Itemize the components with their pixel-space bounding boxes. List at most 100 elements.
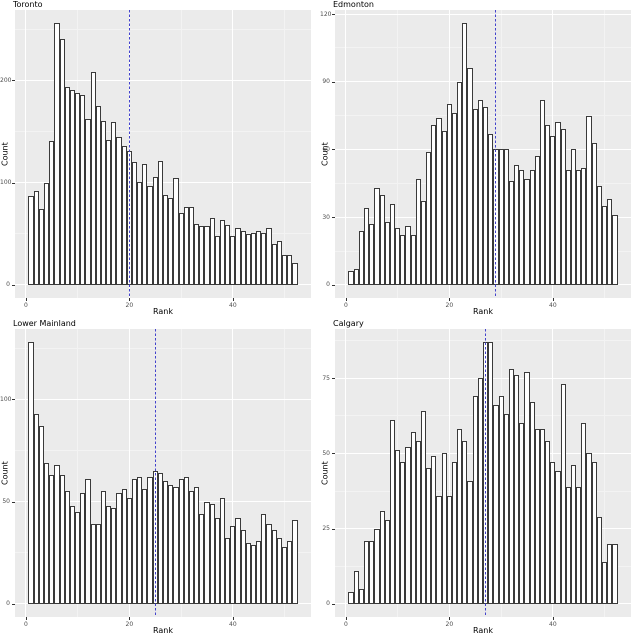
histogram-bar	[131, 479, 138, 604]
histogram-bar	[457, 81, 463, 285]
y-axis-tick-mark	[12, 182, 15, 184]
histogram-bar	[245, 233, 251, 285]
histogram-bar	[106, 139, 112, 285]
histogram-bar	[292, 520, 298, 604]
histogram-bar	[230, 235, 236, 285]
y-axis-tick-label: 60	[322, 145, 330, 153]
gridline-minor-y	[15, 131, 311, 132]
y-axis-tick-mark	[332, 149, 335, 151]
panel-title: Toronto	[13, 0, 43, 9]
histogram-bar	[607, 199, 613, 285]
histogram-bar	[446, 495, 452, 604]
gridline-major-y	[335, 81, 631, 83]
y-axis-tick-mark	[12, 399, 15, 401]
histogram-bar	[178, 479, 184, 604]
plot-area	[15, 10, 311, 298]
x-axis-tick-mark	[232, 617, 234, 620]
histogram-bar	[100, 491, 107, 604]
histogram-bar	[508, 369, 515, 604]
y-axis-title: Count	[320, 461, 330, 485]
histogram-bar	[493, 405, 499, 604]
gridline-major-x	[232, 10, 234, 298]
histogram-bar	[503, 149, 509, 285]
histogram-bar	[348, 271, 354, 285]
x-axis-title: Rank	[153, 307, 173, 316]
x-axis-tick-mark	[552, 298, 554, 301]
histogram-bar	[54, 23, 60, 285]
histogram-bar	[431, 456, 437, 604]
histogram-bar	[358, 230, 364, 285]
gridline-minor-x	[180, 329, 182, 617]
y-axis-tick-mark	[12, 501, 15, 503]
gridline-minor-x	[180, 10, 182, 298]
histogram-bar	[64, 86, 70, 285]
histogram-bar	[534, 156, 540, 285]
panel-title: Calgary	[333, 319, 364, 328]
y-axis-tick-label: 0	[326, 281, 330, 289]
histogram-bar	[436, 495, 442, 604]
reference-vline	[154, 329, 156, 617]
histogram-bar	[214, 518, 220, 604]
y-axis-tick-label: 0	[6, 600, 10, 608]
histogram-bar	[576, 486, 582, 604]
x-axis-tick-mark	[232, 298, 234, 301]
y-axis-title: Count	[0, 461, 10, 485]
histogram-bar	[560, 384, 566, 604]
histogram-bar	[389, 203, 396, 285]
histogram-bar	[33, 190, 39, 285]
panel-title: Lower Mainland	[13, 319, 76, 328]
y-axis-title: Count	[320, 142, 330, 166]
histogram-bar	[116, 493, 122, 604]
x-axis-tick-mark	[25, 298, 27, 301]
gridline-minor-y	[15, 450, 311, 451]
histogram-bar	[483, 106, 489, 285]
histogram-bar	[426, 151, 432, 285]
histogram-bar	[405, 226, 411, 285]
histogram-bar	[524, 372, 530, 604]
histogram-bar	[420, 201, 427, 285]
histogram-bar	[550, 135, 556, 285]
histogram-bar	[230, 526, 236, 604]
histogram-bar	[173, 177, 179, 285]
histogram-bar	[214, 235, 220, 285]
x-axis-tick-label: 20	[445, 621, 454, 628]
histogram-bar	[147, 477, 153, 604]
histogram-bar	[240, 230, 246, 285]
gridline-major-x	[345, 329, 347, 617]
x-axis-tick-mark	[345, 617, 347, 620]
histogram-bar	[353, 570, 359, 604]
histogram-bar	[59, 475, 65, 604]
reference-vline	[495, 10, 497, 298]
histogram-bar	[292, 263, 298, 285]
histogram-bar	[405, 447, 411, 604]
histogram-bar	[441, 131, 447, 285]
histogram-bar	[261, 232, 267, 285]
histogram-bar	[240, 530, 246, 604]
histogram-bar	[565, 486, 571, 604]
histogram-bar	[271, 244, 277, 285]
histogram-bar	[194, 223, 200, 285]
gridline-minor-x	[284, 329, 286, 617]
histogram-bar	[163, 481, 169, 604]
histogram-bar	[163, 194, 169, 285]
histogram-bar	[33, 413, 39, 604]
histogram-bar	[596, 185, 603, 285]
histogram-bar	[488, 133, 494, 285]
histogram-bar	[374, 528, 380, 604]
histogram-bar	[612, 543, 618, 604]
histogram-bar	[462, 23, 468, 285]
histogram-bar	[446, 104, 452, 285]
histogram-bar	[415, 178, 421, 285]
histogram-bar	[80, 493, 86, 604]
gridline-minor-x	[604, 10, 606, 298]
x-axis-tick-mark	[25, 617, 27, 620]
histogram-bar	[503, 414, 509, 604]
histogram-bar	[49, 475, 55, 604]
histogram-bar	[560, 129, 566, 285]
histogram-bar	[581, 423, 587, 604]
histogram-bar	[194, 487, 200, 604]
histogram-bar	[431, 124, 437, 285]
histogram-bar	[472, 396, 478, 604]
histogram-bar	[477, 378, 483, 604]
gridline-major-x	[232, 329, 234, 617]
